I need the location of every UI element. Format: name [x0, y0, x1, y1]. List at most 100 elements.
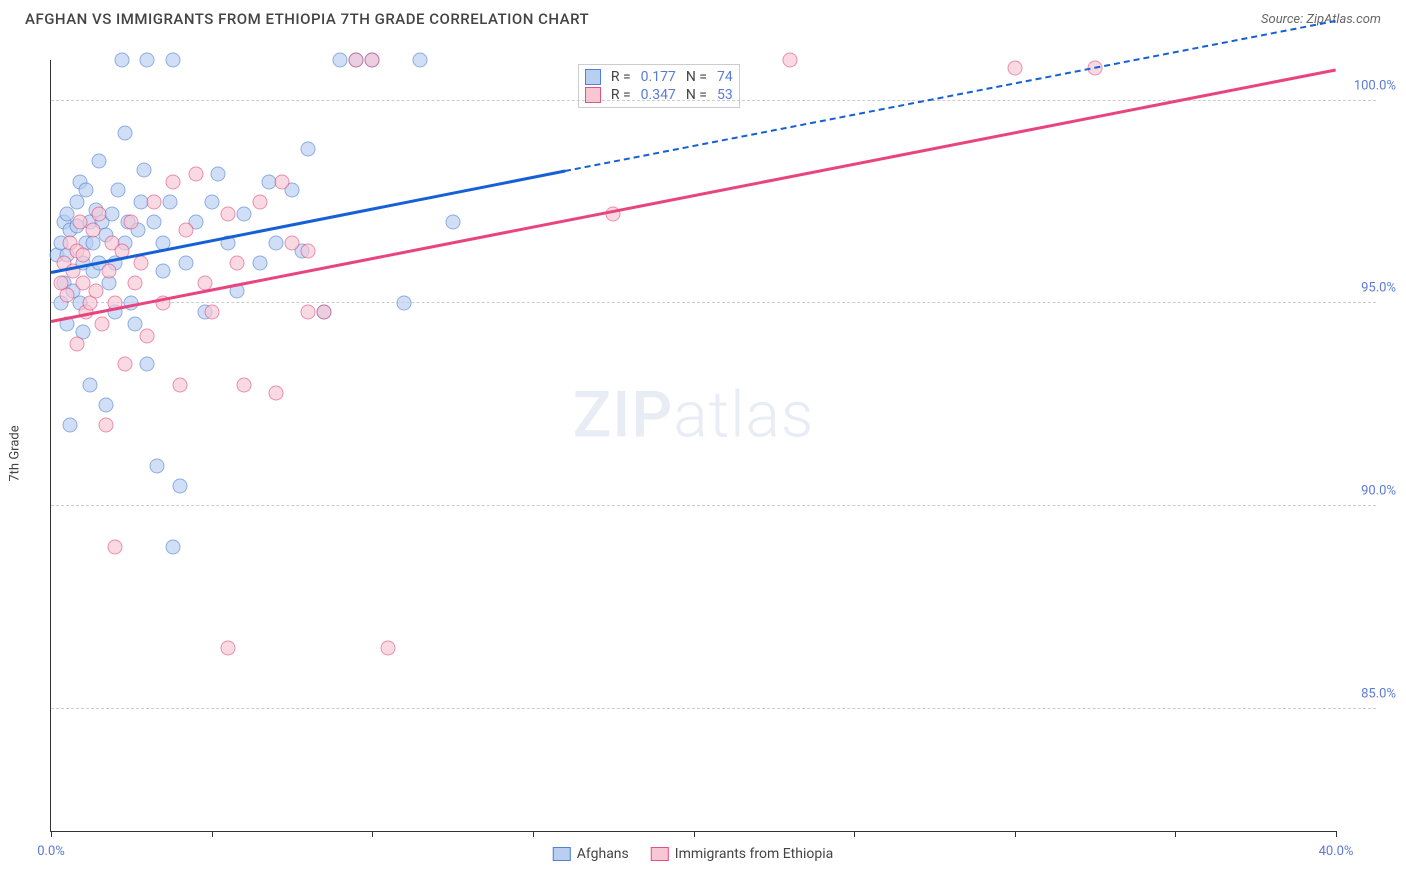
- data-point: [268, 235, 283, 250]
- x-tick: [533, 831, 534, 837]
- r-label-a: R =: [611, 69, 631, 85]
- data-point: [204, 195, 219, 210]
- data-point: [275, 174, 290, 189]
- legend-swatch-b: [651, 847, 669, 861]
- data-point: [92, 207, 107, 222]
- data-point: [156, 264, 171, 279]
- swatch-b: [585, 87, 601, 103]
- x-tick-label: 40.0%: [1319, 844, 1354, 859]
- data-point: [172, 479, 187, 494]
- data-point: [117, 357, 132, 372]
- legend-swatch-a: [553, 847, 571, 861]
- n-label-b: N =: [686, 87, 707, 103]
- n-value-a: 74: [717, 69, 733, 85]
- data-point: [146, 215, 161, 230]
- stats-row-a: R = 0.177 N = 74: [585, 68, 733, 86]
- x-tick: [1175, 831, 1176, 837]
- data-point: [445, 215, 460, 230]
- data-point: [101, 264, 116, 279]
- data-point: [105, 207, 120, 222]
- data-point: [146, 195, 161, 210]
- n-value-b: 53: [717, 87, 733, 103]
- gridline: [51, 708, 1376, 709]
- legend-item-a: Afghans: [553, 846, 629, 862]
- plot-region: ZIPatlas R = 0.177 N = 74 R = 0.347 N = …: [50, 60, 1336, 832]
- data-point: [204, 304, 219, 319]
- data-point: [220, 207, 235, 222]
- watermark: ZIPatlas: [573, 377, 815, 452]
- data-point: [111, 182, 126, 197]
- data-point: [166, 174, 181, 189]
- swatch-a: [585, 69, 601, 85]
- data-point: [127, 276, 142, 291]
- data-point: [188, 166, 203, 181]
- data-point: [365, 53, 380, 68]
- y-tick-label: 95.0%: [1361, 281, 1396, 296]
- data-point: [76, 247, 91, 262]
- data-point: [252, 195, 267, 210]
- chart-area: ZIPatlas R = 0.177 N = 74 R = 0.347 N = …: [50, 60, 1336, 832]
- data-point: [140, 53, 155, 68]
- data-point: [220, 641, 235, 656]
- x-tick: [1015, 831, 1016, 837]
- data-point: [1007, 61, 1022, 76]
- data-point: [98, 397, 113, 412]
- stats-legend: R = 0.177 N = 74 R = 0.347 N = 53: [578, 64, 740, 108]
- x-tick-label: 0.0%: [37, 844, 65, 859]
- data-point: [95, 316, 110, 331]
- x-tick: [854, 831, 855, 837]
- data-point: [92, 154, 107, 169]
- legend-item-b: Immigrants from Ethiopia: [651, 846, 833, 862]
- data-point: [782, 53, 797, 68]
- legend-label-b: Immigrants from Ethiopia: [675, 846, 833, 862]
- data-point: [284, 235, 299, 250]
- x-tick: [1336, 831, 1337, 837]
- data-point: [230, 255, 245, 270]
- series-legend: Afghans Immigrants from Ethiopia: [553, 846, 833, 862]
- data-point: [98, 418, 113, 433]
- data-point: [85, 223, 100, 238]
- data-point: [63, 418, 78, 433]
- y-tick-label: 100.0%: [1354, 78, 1396, 93]
- data-point: [301, 142, 316, 157]
- data-point: [252, 255, 267, 270]
- data-point: [172, 377, 187, 392]
- x-tick: [212, 831, 213, 837]
- data-point: [317, 304, 332, 319]
- data-point: [333, 53, 348, 68]
- y-tick-label: 85.0%: [1361, 687, 1396, 702]
- gridline: [51, 302, 1376, 303]
- stats-row-b: R = 0.347 N = 53: [585, 86, 733, 104]
- x-tick: [51, 831, 52, 837]
- data-point: [133, 255, 148, 270]
- data-point: [381, 641, 396, 656]
- data-point: [349, 53, 364, 68]
- data-point: [301, 243, 316, 258]
- data-point: [69, 337, 84, 352]
- gridline: [51, 505, 1376, 506]
- data-point: [166, 53, 181, 68]
- y-axis-label: 7th Grade: [8, 425, 23, 481]
- data-point: [140, 357, 155, 372]
- data-point: [114, 53, 129, 68]
- data-point: [268, 385, 283, 400]
- data-point: [79, 182, 94, 197]
- r-label-b: R =: [611, 87, 631, 103]
- data-point: [124, 215, 139, 230]
- data-point: [178, 255, 193, 270]
- y-tick-label: 90.0%: [1361, 484, 1396, 499]
- x-tick: [694, 831, 695, 837]
- data-point: [397, 296, 412, 311]
- data-point: [69, 195, 84, 210]
- data-point: [162, 195, 177, 210]
- data-point: [88, 284, 103, 299]
- n-label-a: N =: [686, 69, 707, 85]
- data-point: [301, 304, 316, 319]
- data-point: [236, 207, 251, 222]
- data-point: [127, 316, 142, 331]
- data-point: [117, 126, 132, 141]
- data-point: [140, 328, 155, 343]
- data-point: [236, 377, 251, 392]
- x-tick: [372, 831, 373, 837]
- legend-label-a: Afghans: [577, 846, 629, 862]
